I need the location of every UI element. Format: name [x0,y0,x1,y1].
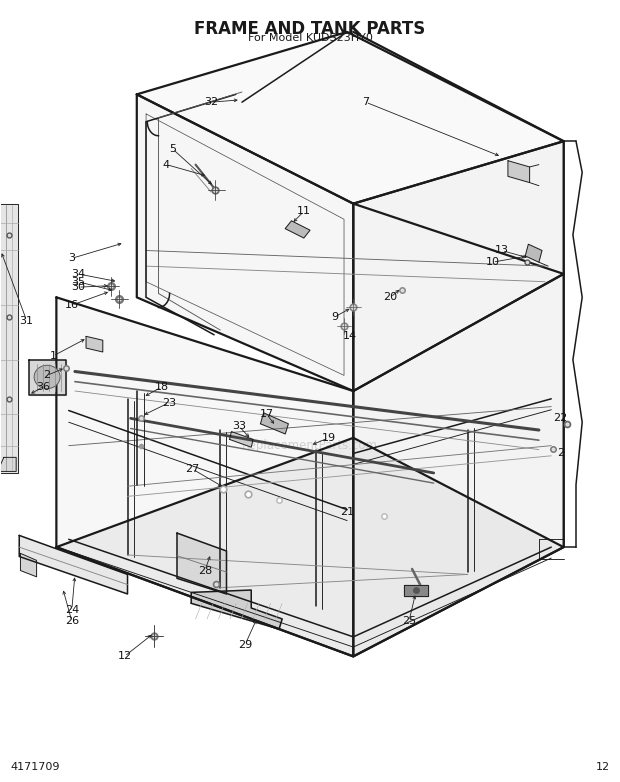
Polygon shape [229,432,253,447]
Polygon shape [177,533,226,594]
Polygon shape [56,438,564,656]
Text: 14: 14 [343,332,357,342]
Polygon shape [525,244,542,262]
Polygon shape [404,585,428,596]
Text: 5: 5 [169,144,176,154]
Text: 9: 9 [331,312,339,322]
Text: 32: 32 [204,97,218,107]
Text: 28: 28 [198,565,212,576]
Text: 11: 11 [297,206,311,217]
Text: 2: 2 [43,371,51,380]
Text: 19: 19 [322,432,335,443]
Polygon shape [353,274,564,656]
Text: 18: 18 [154,382,169,392]
Polygon shape [191,590,282,629]
Polygon shape [20,554,37,577]
Text: 12: 12 [117,651,131,662]
Polygon shape [0,203,18,473]
Text: 4171709: 4171709 [10,762,60,772]
Text: 33: 33 [232,421,246,431]
Polygon shape [353,142,564,391]
Text: 23: 23 [162,398,176,407]
Text: 30: 30 [71,282,85,292]
Ellipse shape [34,365,60,389]
Text: 31: 31 [20,316,33,326]
Text: 20: 20 [383,292,397,303]
Text: 29: 29 [238,640,252,650]
Text: 3: 3 [68,253,76,264]
Polygon shape [86,336,103,352]
Text: 2: 2 [557,448,564,458]
Text: 24: 24 [64,604,79,615]
Text: 25: 25 [402,616,416,626]
Text: 13: 13 [495,246,509,256]
Text: 36: 36 [36,382,50,392]
Text: 35: 35 [71,277,85,287]
Text: 10: 10 [485,257,500,267]
Polygon shape [137,95,353,391]
Text: 7: 7 [362,97,370,107]
Text: 34: 34 [71,269,85,279]
Text: 26: 26 [64,616,79,626]
Text: 21: 21 [340,507,354,517]
Polygon shape [285,221,310,238]
Polygon shape [0,457,16,472]
Polygon shape [508,161,529,182]
Text: ReplacementParts.com: ReplacementParts.com [242,439,378,452]
Text: For Model KUDS23HY0: For Model KUDS23HY0 [247,34,373,44]
Polygon shape [137,32,564,203]
Text: 17: 17 [260,410,274,419]
Text: 22: 22 [554,414,568,423]
Polygon shape [19,536,128,594]
Polygon shape [56,297,353,656]
Text: 27: 27 [185,464,200,474]
Polygon shape [260,413,288,434]
Text: 1: 1 [50,351,57,361]
Text: 12: 12 [596,762,610,772]
Text: 16: 16 [65,300,79,310]
Text: 4: 4 [163,160,170,170]
Polygon shape [29,360,66,395]
Text: FRAME AND TANK PARTS: FRAME AND TANK PARTS [195,20,425,38]
